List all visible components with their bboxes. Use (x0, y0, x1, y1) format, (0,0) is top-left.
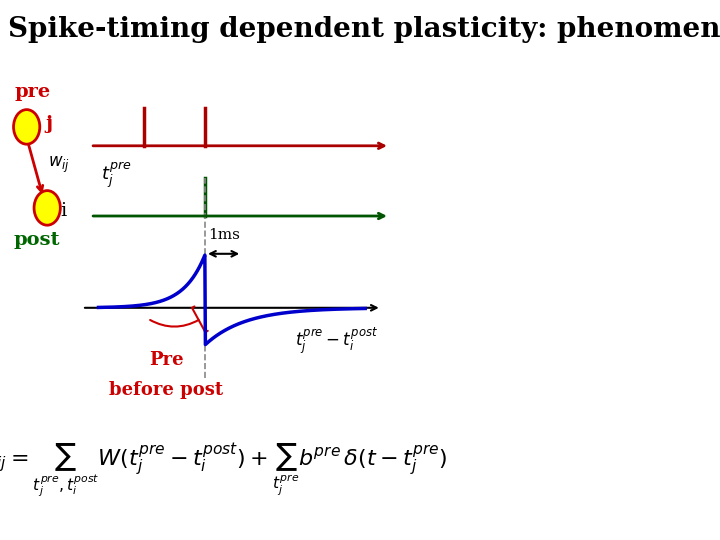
Text: $t_j^{pre} - t_i^{post}$: $t_j^{pre} - t_i^{post}$ (295, 325, 378, 356)
Text: $t_j^{pre}$: $t_j^{pre}$ (101, 160, 131, 191)
Text: Spike-timing dependent plasticity: phenomenol. model: Spike-timing dependent plasticity: pheno… (8, 16, 720, 43)
Text: $\Delta w_{ij} = \sum_{t_j^{pre}, t_i^{post}} W(t_j^{pre} - t_i^{post}) + \sum_{: $\Delta w_{ij} = \sum_{t_j^{pre}, t_i^{p… (0, 441, 447, 499)
Text: j: j (45, 115, 53, 133)
Text: i: i (60, 201, 67, 220)
Circle shape (14, 110, 40, 144)
Text: Pre: Pre (149, 351, 184, 369)
Text: post: post (14, 231, 60, 249)
Text: 1ms: 1ms (207, 228, 240, 242)
Text: pre: pre (15, 83, 51, 101)
Text: before post: before post (109, 381, 223, 399)
Circle shape (34, 191, 60, 225)
Text: $w_{ij}$: $w_{ij}$ (48, 154, 71, 175)
